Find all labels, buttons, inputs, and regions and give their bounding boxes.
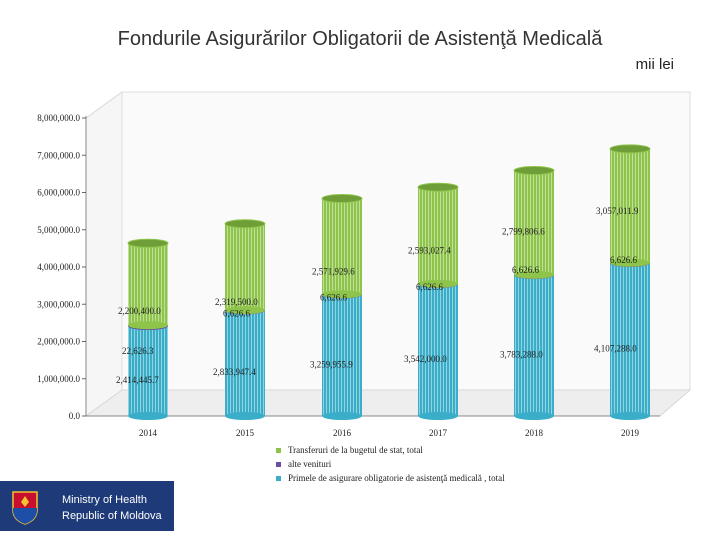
legend-label-other: alte venituri <box>288 459 332 469</box>
data-label-other-2014: 22,626.3 <box>122 346 154 356</box>
bar-transfers-2018-bottom-cap <box>514 270 554 279</box>
data-label-transfers-2019: 3,057,011.9 <box>596 206 639 216</box>
data-label-transfers-2014: 2,200,400.0 <box>118 306 161 316</box>
bar-transfers-2016-bottom-cap <box>322 290 362 299</box>
bar-premiums-2016-bottom-cap <box>322 412 362 420</box>
bar-transfers-2015-texture <box>225 223 265 311</box>
legend-item-transfers: Transferuri de la bugetul de stat, total <box>276 443 505 457</box>
chart-floor <box>84 389 692 417</box>
bar-transfers-2018-texture <box>514 170 554 275</box>
data-label-other-2019: 6,626.6 <box>610 255 638 265</box>
x-tick-label: 2018 <box>525 428 544 438</box>
bar-premiums-2019-bottom-cap <box>610 412 650 420</box>
data-label-other-2017: 6,626.6 <box>416 282 444 292</box>
legend-swatch-other <box>276 461 281 467</box>
ministry-logo: Ministry of Health Republic of Moldova <box>0 481 174 531</box>
x-tick-label: 2015 <box>236 428 255 438</box>
chart-legend: Transferuri de la bugetul de stat, total… <box>276 443 505 485</box>
unit-label: mii lei <box>635 56 674 73</box>
chart-title: Fondurile Asigurărilor Obligatorii de As… <box>117 28 603 50</box>
data-label-premiums-2018: 3,783,288.0 <box>500 350 543 360</box>
bar-premiums-2015-bottom-cap <box>225 412 265 420</box>
y-tick-label: 8,000,000.0 <box>37 113 80 123</box>
bar-transfers-2019-texture <box>610 148 650 263</box>
y-tick-label: 7,000,000.0 <box>37 150 80 160</box>
legend-swatch-premiums <box>276 475 281 481</box>
legend-swatch-transfers <box>276 447 281 453</box>
y-tick-label: 4,000,000.0 <box>37 262 80 272</box>
bar-top-cap-2015 <box>224 219 266 229</box>
data-label-transfers-2016: 2,571,929.6 <box>312 266 355 276</box>
bar-transfers-2017-bottom-cap <box>418 279 458 288</box>
logo-line-1: Ministry of Health <box>62 494 147 506</box>
data-label-premiums-2015: 2,833,947.4 <box>213 367 256 377</box>
y-tick-label: 0.0 <box>69 411 81 421</box>
data-label-transfers-2018: 2,799,806.6 <box>502 227 545 237</box>
data-label-premiums-2017: 3,542,000.0 <box>404 354 447 364</box>
moldova-emblem-icon <box>8 486 42 526</box>
y-tick-label: 2,000,000.0 <box>37 337 80 347</box>
bar-premiums-2017-bottom-cap <box>418 412 458 420</box>
legend-label-premiums: Primele de asigurare obligatorie de asis… <box>288 473 505 483</box>
bar-premiums-2019-texture <box>610 263 650 416</box>
bar-top-cap-2014 <box>127 238 169 248</box>
bar-top-cap-2019 <box>609 144 651 154</box>
legend-label-transfers: Transferuri de la bugetul de stat, total <box>288 445 423 455</box>
x-tick-label: 2019 <box>621 428 640 438</box>
data-label-premiums-2019: 4,107,288.0 <box>594 344 637 354</box>
x-tick-label: 2014 <box>139 428 158 438</box>
bar-premiums-2017-texture <box>418 284 458 416</box>
data-label-other-2015: 6,626.6 <box>223 308 251 318</box>
x-tick-label: 2016 <box>333 428 352 438</box>
data-label-other-2018: 6,626.6 <box>512 265 540 275</box>
bar-top-cap-2016 <box>321 194 363 204</box>
legend-item-premiums: Primele de asigurare obligatorie de asis… <box>276 471 505 485</box>
bar-transfers-2014-bottom-cap <box>128 321 168 330</box>
y-tick-label: 1,000,000.0 <box>37 374 80 384</box>
data-label-transfers-2015: 2,319,500.0 <box>215 297 258 307</box>
bar-premiums-2014-texture <box>128 326 168 416</box>
bar-premiums-2018-texture <box>514 275 554 416</box>
y-tick-label: 5,000,000.0 <box>37 225 80 235</box>
bar-transfers-2015-bottom-cap <box>225 306 265 315</box>
bar-premiums-2018-bottom-cap <box>514 412 554 420</box>
data-label-premiums-2014: 2,414,445.7 <box>116 375 159 385</box>
side-wall <box>85 91 123 417</box>
bar-transfers-2017-texture <box>418 187 458 284</box>
data-label-other-2016: 6,626.6 <box>320 293 348 303</box>
y-tick-label: 6,000,000.0 <box>37 188 80 198</box>
bar-transfers-2014-texture <box>128 243 168 326</box>
legend-item-other: alte venituri <box>276 457 505 471</box>
y-tick-label: 3,000,000.0 <box>37 299 80 309</box>
bar-transfers-2016-texture <box>322 198 362 295</box>
data-label-premiums-2016: 3,259,955.9 <box>310 359 353 369</box>
data-label-transfers-2017: 2,593,027.4 <box>408 246 451 256</box>
bar-top-cap-2017 <box>417 182 459 192</box>
bar-top-cap-2018 <box>513 166 555 176</box>
bar-premiums-2015-texture <box>225 310 265 416</box>
bar-premiums-2014-bottom-cap <box>128 412 168 420</box>
x-tick-label: 2017 <box>429 428 448 438</box>
logo-line-2: Republic of Moldova <box>62 510 162 522</box>
bar-premiums-2016-texture <box>322 294 362 416</box>
bar-transfers-2019-bottom-cap <box>610 258 650 267</box>
